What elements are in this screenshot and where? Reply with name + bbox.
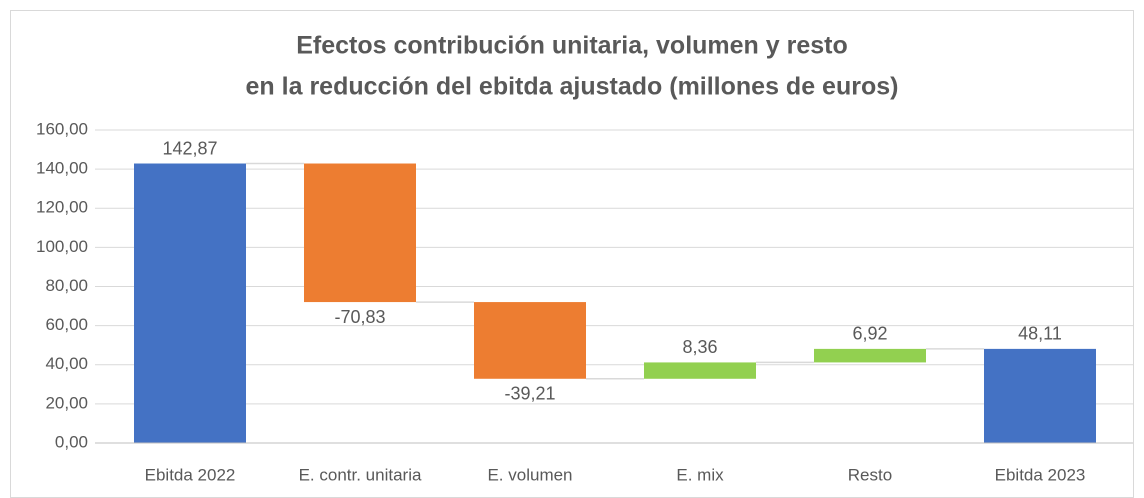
chart-title: en la reducción del ebitda ajustado (mil… <box>246 73 899 101</box>
y-tick-label: 120,00 <box>36 198 88 217</box>
y-tick-label: 140,00 <box>36 159 88 178</box>
x-tick-label: Resto <box>848 465 892 484</box>
data-label: 142,87 <box>162 138 217 158</box>
x-tick-label: E. contr. unitaria <box>299 465 422 484</box>
bar <box>984 348 1096 443</box>
x-tick-label: E. volumen <box>487 465 572 484</box>
bar <box>304 163 416 303</box>
data-label: -70,83 <box>334 307 385 327</box>
y-tick-label: 40,00 <box>45 354 88 373</box>
x-tick-label: Ebitda 2022 <box>145 465 236 484</box>
bar <box>134 163 246 443</box>
data-label: -39,21 <box>504 384 555 404</box>
y-tick-label: 160,00 <box>36 119 88 138</box>
y-tick-label: 0,00 <box>55 432 88 451</box>
x-tick-label: Ebitda 2023 <box>995 465 1086 484</box>
bar <box>814 348 926 363</box>
y-tick-label: 100,00 <box>36 237 88 256</box>
data-label: 48,11 <box>1018 324 1062 344</box>
y-tick-label: 60,00 <box>45 315 88 334</box>
y-tick-label: 80,00 <box>45 276 88 295</box>
bar <box>474 302 586 379</box>
bar <box>644 362 756 379</box>
x-tick-label: E. mix <box>676 465 724 484</box>
data-label: 6,92 <box>852 324 887 344</box>
chart-title: Efectos contribución unitaria, volumen y… <box>296 32 848 60</box>
y-tick-label: 20,00 <box>45 393 88 412</box>
data-label: 8,36 <box>682 337 717 357</box>
